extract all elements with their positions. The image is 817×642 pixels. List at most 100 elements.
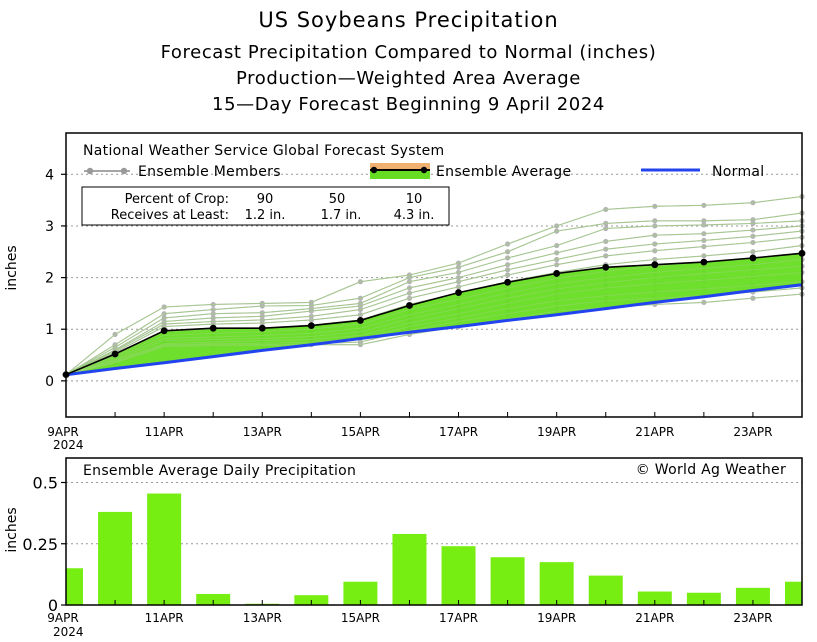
top-y-axis-label: inches (4, 245, 20, 290)
ensemble-average-point (504, 278, 511, 286)
bottom-x-tick-label: 23APR (733, 611, 772, 625)
legend-normal-label: Normal (712, 164, 764, 180)
bottom-panel-title: Ensemble Average Daily Precipitation (83, 463, 356, 479)
ensemble-fill-group (65, 196, 803, 376)
crop-amount-90: 1.2 in. (245, 208, 286, 223)
bottom-x-tick-label: 15APR (341, 611, 380, 625)
bar-9APR (66, 568, 83, 605)
legend-average-key (370, 163, 430, 179)
chart-subtitle-area: Production—Weighted Area Average (236, 68, 581, 89)
bar-12APR (196, 593, 231, 605)
ensemble-member-line-overlay (65, 236, 803, 376)
bottom-x-tick-label: 21APR (635, 611, 674, 625)
crop-percent-50: 50 (329, 192, 346, 207)
ensemble-average-group (62, 249, 806, 379)
x-tick-label: 9APR (47, 425, 78, 439)
bottom-y-axis-label: inches (4, 507, 20, 552)
bottom-x-axis-ticks: 9APR 11APR 13APR 15APR 17APR 19APR 21APR 23APR 2… (47, 600, 803, 639)
daily-precip-bars (66, 493, 802, 605)
chart-subtitle: Forecast Precipitation Compared to Norma… (160, 42, 657, 63)
ensemble-member-line-overlay (65, 281, 803, 376)
ensemble-average-line (65, 252, 803, 376)
ensemble-average-point (406, 302, 413, 309)
ensemble-average-point (602, 263, 610, 271)
ensemble-average-point (307, 322, 315, 330)
crop-table-row2-label: Receives at Least: (111, 208, 229, 223)
legend-source: National Weather Service Global Forecast… (83, 143, 444, 159)
crop-amount-50: 1.7 in. (321, 208, 362, 223)
ensemble-member-line-overlay (65, 287, 803, 376)
ensemble-member-line-overlay (65, 265, 803, 376)
ensemble-member-line-overlay (65, 225, 803, 376)
ensemble-member-line-overlay (65, 259, 803, 376)
y-tick-label-3: 3 (45, 219, 54, 235)
bar-16APR (392, 533, 427, 605)
crop-table-box (81, 186, 450, 226)
x-tick-label: 19APR (537, 425, 576, 439)
x-tick-label: 13APR (243, 425, 282, 439)
x-tick-label: 23APR (733, 425, 772, 439)
bottom-x-tick-label: 11APR (145, 611, 184, 625)
ensemble-average-point (357, 317, 364, 324)
x-year-label: 2024 (53, 438, 84, 452)
ensemble-member-line-overlay (65, 196, 803, 376)
ensemble-average-point (700, 258, 708, 266)
bar-10APR (98, 511, 133, 605)
bottom-y-axis-ticks: 0 0.25 0.5 (22, 474, 66, 615)
ensemble-member-line-overlay (65, 271, 803, 376)
bottom-x-tick-label: 13APR (243, 611, 282, 625)
ensemble-average-point (209, 324, 217, 332)
chart-subtitle-period: 15—Day Forecast Beginning 9 April 2024 (212, 94, 605, 115)
x-tick-label: 11APR (145, 425, 184, 439)
top-y-axis-ticks: 0 1 2 3 4 (45, 167, 66, 390)
crop-amount-10: 4.3 in. (394, 208, 435, 223)
y-tick-label-4: 4 (45, 167, 54, 183)
bar-18APR (490, 557, 525, 605)
bar-15APR (343, 581, 378, 605)
x-tick-label: 15APR (341, 425, 380, 439)
bottom-x-tick-label: 17APR (439, 611, 478, 625)
ensemble-average-point (111, 350, 119, 358)
ensemble-average-point (258, 324, 266, 332)
ensemble-member-line-overlay (65, 230, 803, 376)
ensemble-average-point (455, 289, 462, 296)
x-tick-label: 17APR (439, 425, 478, 439)
y-tick-label-0: 0 (45, 374, 54, 390)
bottom-x-tick-label: 9APR (47, 611, 78, 625)
crop-table-row1-label: Percent of Crop: (125, 192, 229, 207)
bottom-plot-frame (65, 457, 803, 606)
normal-line (65, 283, 803, 377)
bottom-y-tick-label: 0 (48, 596, 58, 615)
top-plot-frame (65, 132, 803, 418)
ensemble-average-point (553, 270, 561, 277)
bottom-x-year-label: 2024 (53, 625, 84, 639)
x-tick-label: 21APR (635, 425, 674, 439)
top-x-axis-ticks: 9APR 11APR 13APR 15APR 17APR 19APR 21APR 23APR 2… (47, 412, 803, 452)
bar-23APR (735, 587, 770, 605)
bottom-y-tick-label: 0.25 (22, 535, 58, 554)
ensemble-average-point (749, 254, 757, 262)
crop-percent-10: 10 (406, 192, 423, 207)
bar-17APR (441, 546, 476, 605)
y-tick-label-2: 2 (45, 271, 54, 287)
bar-24APR (785, 581, 802, 605)
chart-title: US Soybeans Precipitation (258, 8, 559, 32)
legend-members-key (84, 167, 130, 175)
bottom-y-tick-label: 0.5 (33, 474, 58, 493)
bar-22APR (686, 592, 721, 605)
legend-average-label: Ensemble Average (436, 164, 571, 180)
legend-members-label: Ensemble Members (138, 164, 281, 180)
ensemble-member-line-overlay (65, 212, 803, 376)
bar-11APR (147, 493, 182, 605)
ensemble-average-point (651, 261, 659, 269)
bar-19APR (539, 562, 574, 605)
bottom-x-tick-label: 19APR (537, 611, 576, 625)
bottom-plot-area (66, 458, 802, 605)
crop-percent-90: 90 (257, 192, 274, 207)
ensemble-average-point (160, 327, 168, 335)
normal-line-group (65, 283, 803, 377)
watermark: © World Ag Weather (636, 462, 786, 478)
y-tick-label-1: 1 (45, 322, 54, 338)
bar-21APR (637, 591, 672, 605)
